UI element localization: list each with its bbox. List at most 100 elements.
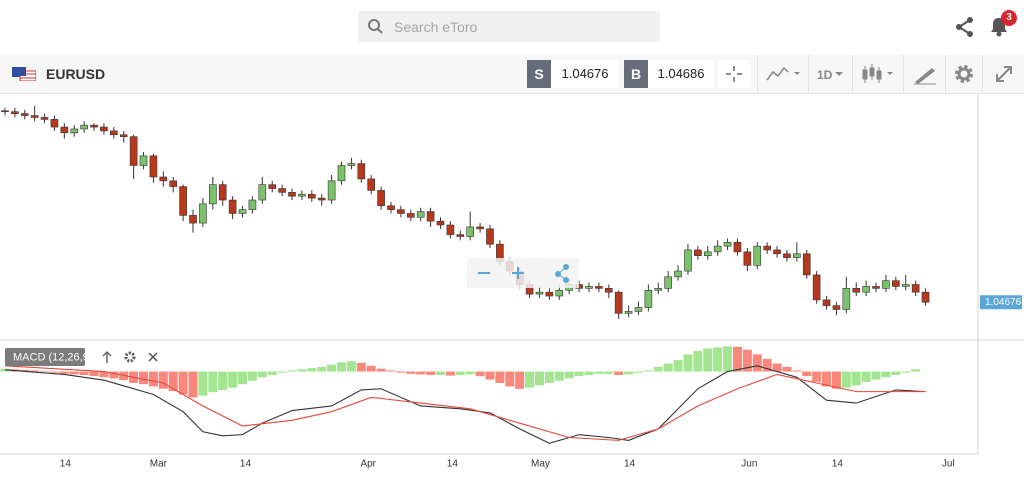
histogram-bar <box>30 370 40 372</box>
histogram-bar <box>59 371 69 374</box>
histogram-bar <box>69 371 79 375</box>
histogram-bar <box>742 349 752 372</box>
candle-body <box>892 280 900 287</box>
candle-body <box>238 209 247 214</box>
candle-body <box>684 249 692 272</box>
top-bar: Search eToro 3 <box>0 0 1024 55</box>
histogram-bar <box>901 371 911 373</box>
histogram-bar <box>643 370 653 372</box>
histogram-bar <box>307 368 317 372</box>
histogram-bar <box>732 346 742 372</box>
candle-body <box>832 305 841 310</box>
histogram-bar <box>337 362 347 372</box>
histogram-bar <box>574 371 584 377</box>
histogram-bar <box>881 371 891 378</box>
reset-icon[interactable] <box>555 264 569 283</box>
candle-body <box>674 270 682 278</box>
separator <box>852 55 853 93</box>
draw-button[interactable] <box>910 60 940 88</box>
candle-body <box>278 188 286 193</box>
candle-body <box>694 249 702 257</box>
candle-body <box>80 124 88 130</box>
histogram-bar <box>782 366 792 372</box>
notification-badge[interactable]: 3 <box>1001 10 1017 26</box>
histogram-bar <box>633 371 643 373</box>
indicator-label: MACD (12,26,9) <box>5 348 158 366</box>
histogram-bar <box>762 358 772 372</box>
settings-button[interactable] <box>952 62 976 86</box>
candle-body <box>50 119 59 128</box>
buy-label[interactable]: B <box>624 60 648 88</box>
histogram-bar <box>534 371 544 386</box>
indicator-close[interactable] <box>148 352 158 362</box>
candle-body <box>397 209 405 214</box>
crosshair-icon <box>726 66 742 82</box>
histogram-bar <box>426 371 436 375</box>
x-tick-label: 14 <box>624 459 636 470</box>
zoom-control <box>467 258 579 288</box>
histogram-bar <box>435 371 445 375</box>
candle-body <box>90 124 98 128</box>
candle-body <box>110 130 118 136</box>
histogram-bar <box>406 371 416 374</box>
candle-body <box>753 245 762 266</box>
histogram-bar <box>525 371 535 388</box>
candle-body <box>535 291 544 295</box>
histogram-bar <box>257 371 267 378</box>
sell-price[interactable]: 1.04676 <box>551 60 619 88</box>
histogram-bar <box>713 347 723 372</box>
histogram-bar <box>208 371 218 393</box>
search-box[interactable]: Search eToro <box>358 11 660 42</box>
histogram-bar <box>683 354 693 372</box>
histogram-bar <box>505 371 515 387</box>
candle-type-button[interactable] <box>858 60 898 88</box>
candle-body <box>911 284 920 293</box>
expand-button[interactable] <box>992 62 1016 86</box>
indicator-up[interactable] <box>102 350 112 363</box>
candle-body <box>436 220 445 226</box>
candle-body <box>872 286 880 289</box>
candle-body <box>288 192 296 197</box>
candle-body <box>842 288 851 310</box>
histogram-bar <box>356 362 366 372</box>
candle-body <box>426 211 435 222</box>
histogram-bar <box>554 371 564 381</box>
candle-body <box>60 126 69 134</box>
histogram-bar <box>515 371 525 389</box>
candle-body <box>347 163 356 166</box>
buy-price[interactable]: 1.04686 <box>648 60 714 88</box>
x-tick-label: 14 <box>832 459 844 470</box>
histogram-bar <box>792 370 802 372</box>
candle-body <box>20 113 29 116</box>
histogram-bar <box>247 371 257 381</box>
flag-icon <box>12 67 36 81</box>
candle-body <box>723 241 732 247</box>
indicator-settings[interactable] <box>124 351 136 363</box>
candle-body <box>179 186 187 216</box>
candle-body <box>30 115 39 118</box>
separator <box>945 55 946 93</box>
histogram-bar <box>445 371 455 376</box>
timeframe-button[interactable]: 1D <box>817 68 833 82</box>
search-icon <box>368 19 383 34</box>
candle-body <box>614 291 623 314</box>
candle-body <box>406 213 415 218</box>
sell-label[interactable]: S <box>527 60 551 88</box>
share-icon[interactable] <box>955 16 975 38</box>
candle-body <box>793 253 801 258</box>
indicator-title: MACD (12,26,9) <box>13 351 92 363</box>
candle-body <box>1 110 9 113</box>
histogram-bar <box>485 371 495 380</box>
crosshair-button[interactable] <box>718 60 750 88</box>
candle-body <box>486 228 494 245</box>
histogram-bar <box>327 364 337 372</box>
separator <box>903 55 904 93</box>
histogram-bar <box>693 350 703 372</box>
candle-body <box>169 180 178 187</box>
histogram-bar <box>376 368 386 372</box>
x-tick-label: 14 <box>240 459 252 470</box>
x-tick-label: 14 <box>447 459 459 470</box>
chart-type-button[interactable] <box>764 60 804 88</box>
candle-body <box>812 274 821 301</box>
